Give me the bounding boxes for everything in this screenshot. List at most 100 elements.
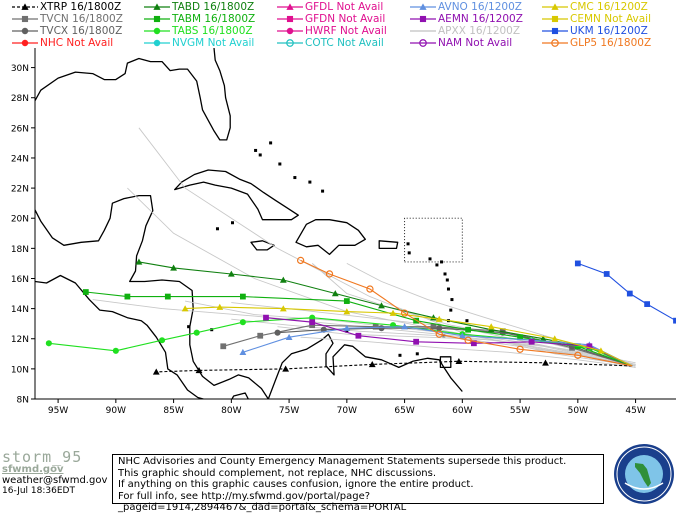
legend-symbol: [408, 1, 438, 13]
island-mark: [415, 352, 419, 356]
island-mark: [443, 272, 447, 276]
mexico-central-america-coast: [35, 130, 463, 399]
legend-marker: [153, 27, 161, 35]
island-mark: [269, 141, 273, 145]
reference-box-outline: [404, 217, 463, 263]
x-tick-label: 95W: [48, 406, 68, 416]
legend-marker: [551, 27, 559, 35]
track-point: [430, 323, 437, 330]
track-point: [389, 309, 397, 316]
y-tick-label: 30N: [11, 64, 29, 74]
track-point: [464, 336, 472, 344]
island-mark: [215, 227, 219, 231]
track-point: [673, 317, 676, 324]
legend-entry: NAM Not Avail: [408, 37, 512, 49]
track-point: [539, 335, 547, 342]
y-tick-label: 22N: [11, 185, 29, 195]
track-point: [309, 319, 316, 326]
legend-marker: [419, 15, 427, 23]
track-point: [152, 368, 160, 375]
island-mark: [445, 278, 449, 282]
track-point: [574, 351, 582, 359]
notice-link[interactable]: For full info, see http://my.sfwmd.gov/p…: [118, 490, 407, 514]
legend-label: TABD 16/1800Z: [172, 1, 255, 13]
legend-label: XTRP 16/1800Z: [40, 1, 122, 13]
legend-symbol: [540, 13, 570, 25]
island-mark: [406, 242, 410, 246]
brand-block: storm_95 sfwmd.gov weather@sfwmd.gov 16-…: [2, 448, 110, 506]
y-tick-label: 8N: [17, 396, 29, 406]
legend-symbol: [10, 37, 40, 49]
track-point: [458, 332, 466, 339]
legend-entry: COTC Not Avail: [275, 37, 384, 49]
legend-marker: [153, 15, 161, 23]
notice-line: NHC Advisories and County Emergency Mana…: [118, 456, 567, 467]
legend-label: CEMN Not Avail: [570, 13, 652, 25]
track-point: [279, 276, 287, 283]
legend-marker: [21, 3, 29, 10]
track-point: [465, 326, 471, 333]
hispaniola: [295, 219, 366, 256]
track-point: [400, 309, 409, 317]
track-point: [355, 332, 362, 339]
legend-marker: [419, 39, 427, 47]
island-mark: [278, 162, 282, 166]
legend-label: TABS 16/1800Z: [172, 25, 253, 37]
legend-marker: [419, 3, 427, 10]
track-point: [170, 264, 177, 271]
track-point: [435, 315, 443, 322]
track-point: [644, 301, 651, 307]
legend-marker: [153, 3, 161, 10]
legend-symbol: [275, 25, 305, 37]
track-point: [603, 271, 610, 277]
island-mark: [465, 319, 469, 323]
track-point: [372, 323, 379, 330]
x-tick-label: 85W: [163, 406, 183, 416]
track-point: [240, 293, 246, 300]
x-tick-label: 65W: [394, 406, 414, 416]
legend-symbol: [408, 13, 438, 25]
track-point: [401, 323, 408, 330]
track-point: [282, 365, 290, 372]
trinidad: [439, 356, 452, 369]
legend-symbol: [275, 37, 305, 49]
x-tick-label: 70W: [337, 406, 357, 416]
jamaica: [250, 240, 275, 251]
footer: storm_95 sfwmd.gov weather@sfwmd.gov 16-…: [0, 440, 676, 513]
track-point: [470, 340, 477, 347]
north-america-coast: [35, 48, 231, 141]
legend-symbol: [275, 1, 305, 13]
track-line: [138, 261, 633, 367]
island-mark: [446, 287, 450, 291]
track-point: [309, 322, 316, 329]
track-line: [577, 262, 676, 322]
track-point: [516, 345, 524, 353]
contact-email[interactable]: weather@sfwmd.gov: [2, 475, 108, 486]
island-mark: [258, 153, 262, 157]
track-point: [279, 305, 287, 312]
map-axes: 8N 10N 12N 14N 16N 18N 20N 22N 24N 26N 28N 30N 95W 90…: [11, 48, 676, 416]
track-point: [455, 357, 463, 365]
track-point: [285, 333, 293, 340]
island-mark: [254, 148, 258, 152]
track-point: [195, 366, 203, 374]
legend-symbol: [142, 1, 172, 13]
island-mark: [407, 251, 411, 255]
legend-symbol: [408, 37, 438, 49]
legend-label: TVCN 16/1800Z: [40, 13, 123, 25]
legend-marker: [153, 39, 161, 47]
track-point: [343, 298, 350, 304]
brand-name: storm_95: [2, 448, 83, 466]
track-point: [216, 303, 224, 310]
legend-label: GLP5 16/1800Z: [570, 37, 652, 49]
y-tick-label: 14N: [11, 305, 29, 315]
track-cmc: [181, 303, 633, 367]
legend-marker: [551, 15, 559, 23]
legend-symbol: [142, 25, 172, 37]
island-mark: [450, 298, 454, 302]
brand-site[interactable]: sfwmd.gov: [2, 464, 64, 475]
island-mark: [449, 308, 453, 312]
track-point: [274, 329, 281, 336]
track-point: [220, 343, 227, 350]
island-mark: [345, 329, 349, 333]
